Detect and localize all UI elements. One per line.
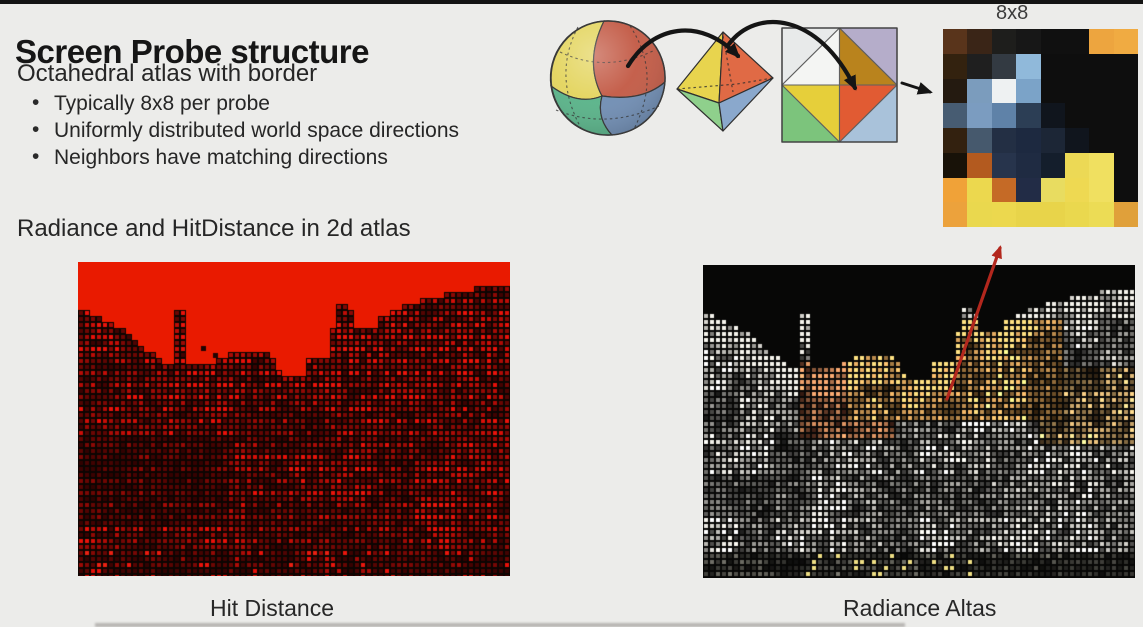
octahedron-illustration: [676, 31, 774, 132]
texture-pixel: [1016, 29, 1041, 54]
texture-pixel: [1089, 103, 1114, 128]
sphere-dashed-graticule: [555, 25, 660, 131]
top-letterbox-bar: [0, 0, 1143, 4]
hit-distance-caption: Hit Distance: [210, 595, 334, 621]
square-to-texture-arrow: [900, 81, 933, 95]
texture-pixel: [1016, 78, 1041, 104]
texture-pixel: [991, 202, 1017, 227]
texture-size-label: 8x8: [996, 2, 1029, 24]
texture-pixel: [943, 78, 968, 104]
texture-pixel: [1064, 78, 1090, 104]
texture-pixel: [1040, 103, 1065, 128]
bullet-item: Typically 8x8 per probe: [30, 89, 459, 117]
texture-pixel: [1089, 128, 1114, 153]
texture-pixel: [1089, 53, 1114, 79]
radiance-atlas-caption: Radiance Altas: [843, 595, 997, 621]
texture-pixel: [1089, 152, 1114, 178]
subtitle: Octahedral atlas with border: [17, 60, 318, 87]
texture-pixel: [1016, 128, 1041, 153]
texture-pixel: [1040, 53, 1065, 79]
texture-pixel: [967, 202, 992, 227]
texture-pixel: [1016, 152, 1041, 178]
sphere-to-octahedron-arrow: [625, 28, 741, 69]
texture-pixel: [1016, 177, 1041, 203]
texture-pixel: [1040, 78, 1065, 104]
texture-pixel: [1064, 29, 1090, 54]
texture-pixel: [943, 202, 968, 227]
texture-pixel: [1064, 103, 1090, 128]
texture-pixel: [1113, 29, 1138, 54]
texture-pixel: [1113, 78, 1138, 104]
cropped-bottom-text-smudge: [95, 623, 905, 627]
page-title: Screen Probe structure: [15, 33, 369, 71]
texture-pixel: [967, 177, 992, 203]
texture-pixel: [1089, 202, 1114, 227]
texture-pixel: [1040, 29, 1065, 54]
texture-pixel: [991, 152, 1017, 178]
texture-pixel: [1064, 177, 1090, 203]
texture-pixel: [1016, 53, 1041, 79]
hit-distance-atlas-image: [78, 262, 510, 576]
texture-pixel: [1113, 103, 1138, 128]
texture-pixel: [991, 103, 1017, 128]
texture-pixel: [943, 103, 968, 128]
bullet-list: Typically 8x8 per probe Uniformly distri…: [30, 89, 459, 171]
texture-pixel: [991, 29, 1017, 54]
texture-pixel: [1016, 103, 1041, 128]
bullet-item: Neighbors have matching directions: [30, 143, 459, 171]
texture-pixel: [967, 152, 992, 178]
texture-pixel: [1113, 177, 1138, 203]
texture-pixel: [991, 177, 1017, 203]
texture-pixel: [1040, 202, 1065, 227]
texture-pixel: [967, 29, 992, 54]
unfolded-octahedron-square: [781, 27, 898, 143]
texture-pixel: [1064, 53, 1090, 79]
texture-pixel: [967, 78, 992, 104]
texture-pixel: [1040, 177, 1065, 203]
texture-pixel: [1016, 202, 1041, 227]
octahedron-to-square-arrow: [726, 20, 858, 91]
texture-pixel: [991, 78, 1017, 104]
texture-pixel: [967, 103, 992, 128]
texture-pixel: [1113, 128, 1138, 153]
texture-pixel: [1064, 152, 1090, 178]
texture-pixel: [1064, 202, 1090, 227]
texture-pixel: [943, 152, 968, 178]
texture-pixel: [1064, 128, 1090, 153]
octahedron-hidden-edges: [676, 35, 774, 93]
texture-pixel: [991, 53, 1017, 79]
atlas-heading: Radiance and HitDistance in 2d atlas: [17, 215, 411, 242]
texture-pixel: [1040, 152, 1065, 178]
texture-pixel: [1089, 78, 1114, 104]
texture-pixel: [943, 177, 968, 203]
texture-pixel: [991, 128, 1017, 153]
sphere-illustration: [549, 20, 666, 136]
texture-pixel: [1113, 53, 1138, 79]
texture-pixel: [943, 128, 968, 153]
texture-pixel: [1040, 128, 1065, 153]
texture-pixel: [943, 29, 968, 54]
octahedral-texture-grid: [943, 29, 1138, 227]
radiance-atlas-image: [703, 265, 1135, 578]
texture-pixel: [1113, 152, 1138, 178]
texture-pixel: [1113, 202, 1138, 227]
bullet-item: Uniformly distributed world space direct…: [30, 116, 459, 144]
texture-pixel: [943, 53, 968, 79]
texture-pixel: [1089, 177, 1114, 203]
texture-pixel: [1089, 29, 1114, 54]
texture-pixel: [967, 128, 992, 153]
texture-pixel: [967, 53, 992, 79]
